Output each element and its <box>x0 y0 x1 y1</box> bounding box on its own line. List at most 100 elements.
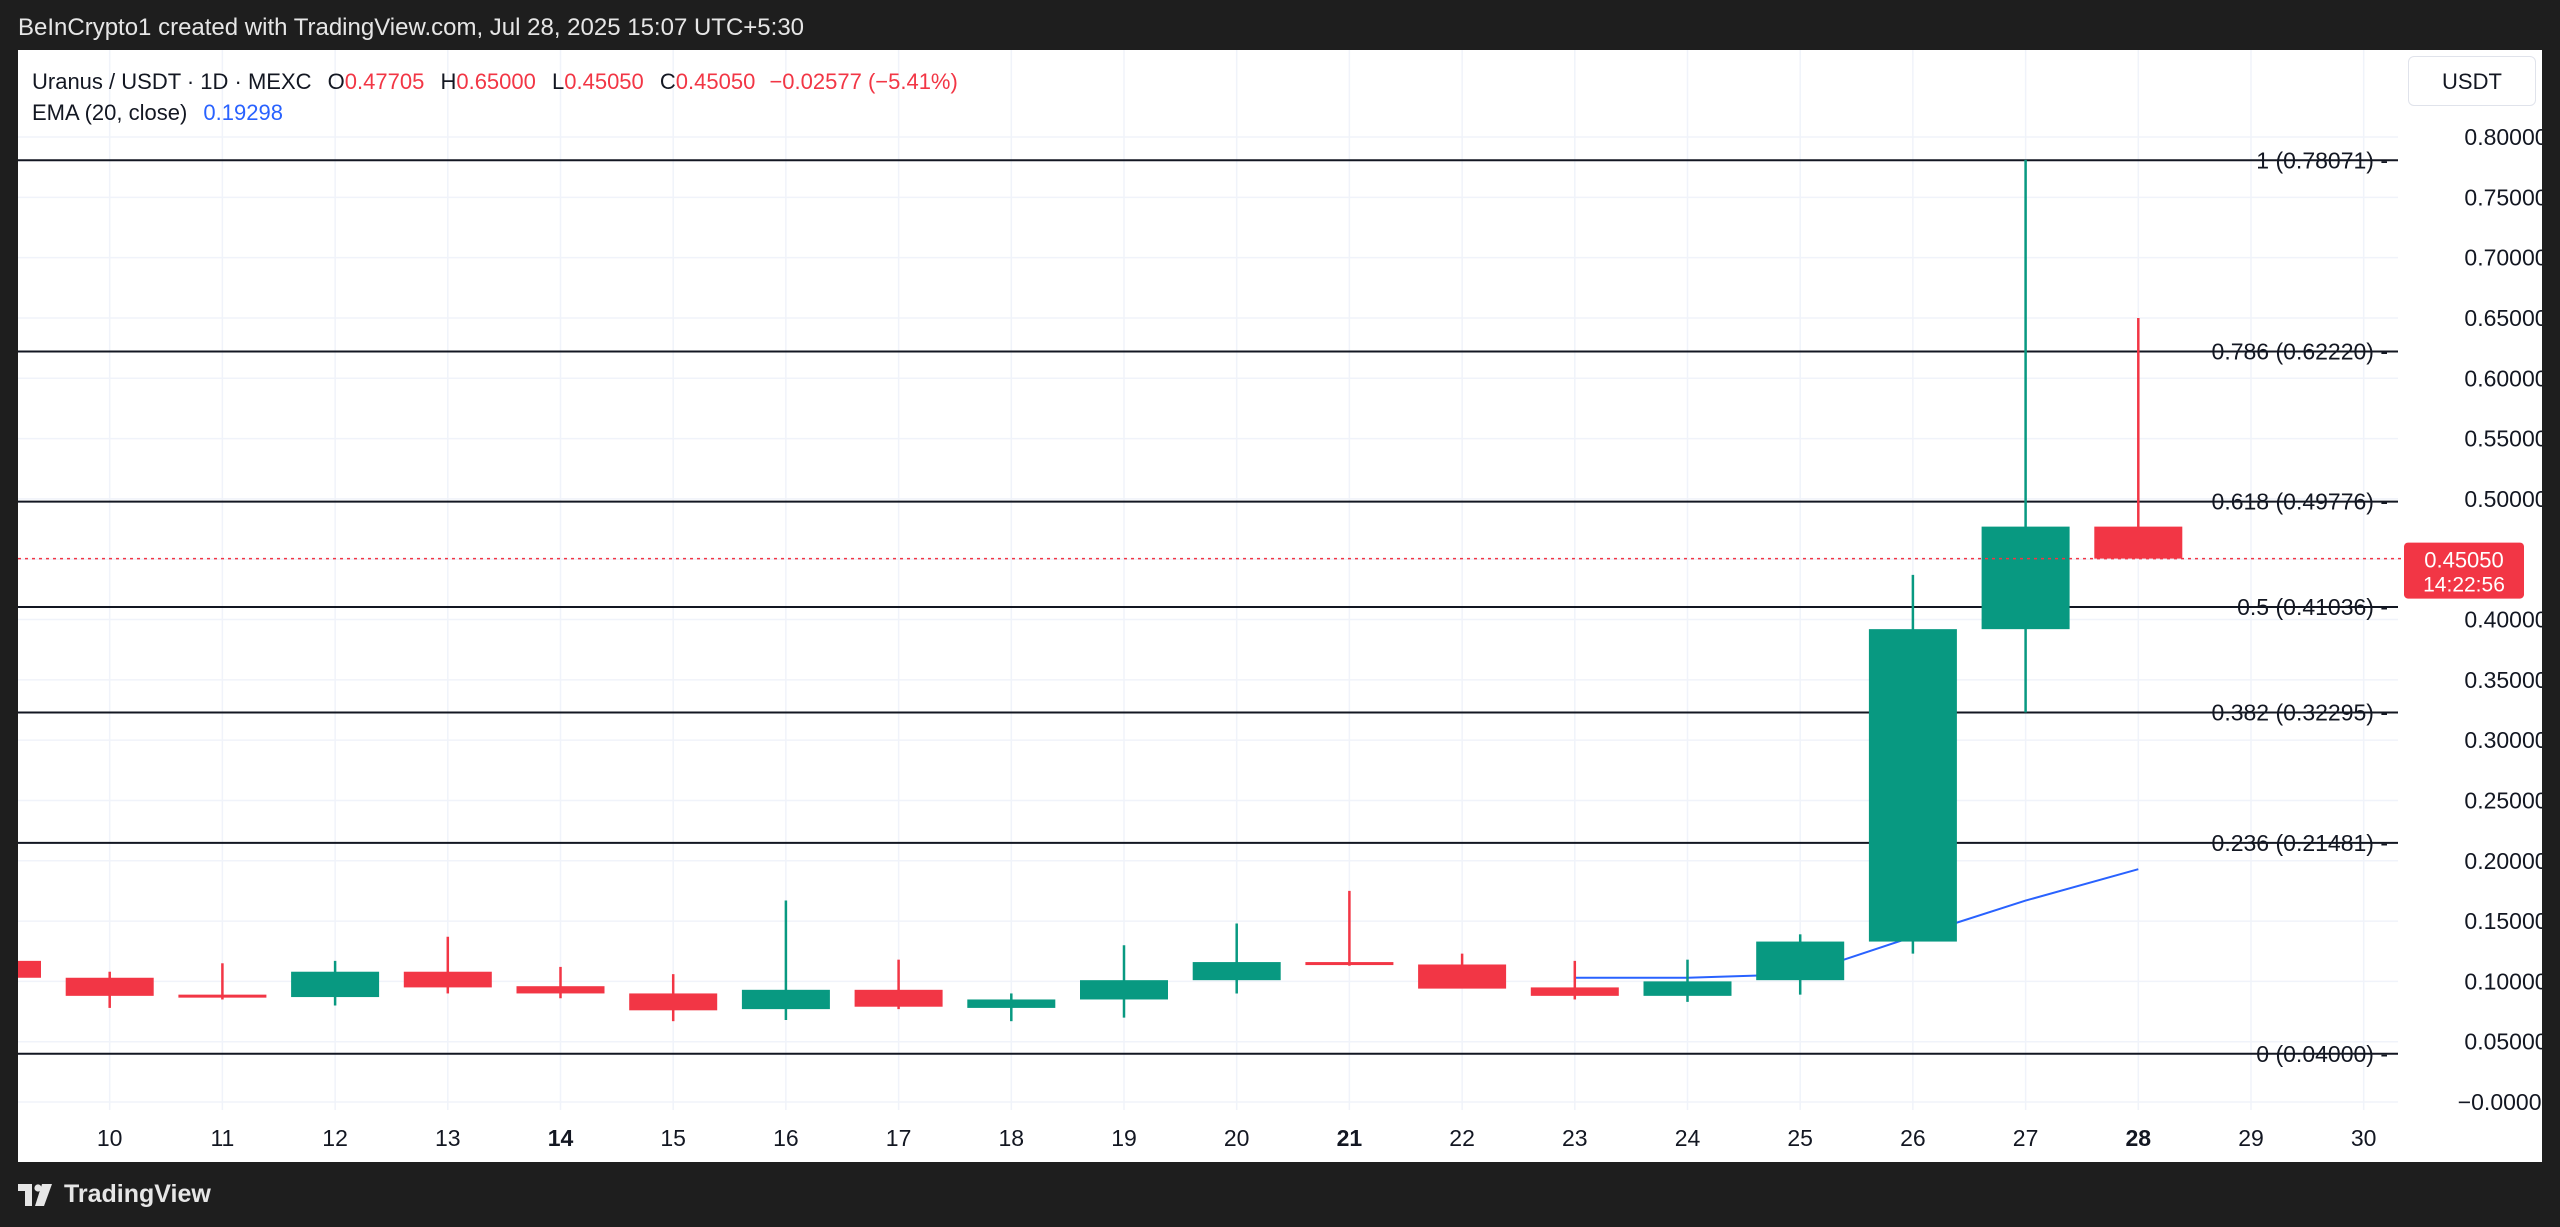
x-tick-label: 27 <box>2013 1125 2039 1151</box>
ema-layer <box>1574 868 2139 979</box>
y-tick-label: 0.15000 <box>2464 908 2542 934</box>
candle-body <box>1643 981 1732 996</box>
x-tick-label: 16 <box>773 1125 799 1151</box>
x-tick-label: 10 <box>97 1125 123 1151</box>
y-tick-label: 0.30000 <box>2464 727 2542 753</box>
candle <box>516 966 605 999</box>
grid-lines <box>18 50 2398 1110</box>
currency-button[interactable]: USDT <box>2408 56 2536 106</box>
y-axis: 0.80000 0.75000 0.70000 0.65000 0.60000 0.550… <box>2458 124 2542 1115</box>
fib-levels: 1 (0.78071) - 0.786 (0.62220) - 0.618 (0.4… <box>18 147 2398 1067</box>
ema-line <box>1574 868 2139 979</box>
candle <box>854 959 943 1010</box>
candle <box>2094 317 2183 559</box>
change-value: −0.02577 (−5.41%) <box>769 69 958 94</box>
chart-credit: BeInCrypto1 created with TradingView.com… <box>18 14 805 41</box>
x-tick-label: 26 <box>1900 1125 1926 1151</box>
y-tick-label: 0.05000 <box>2464 1029 2542 1055</box>
candle <box>291 960 380 1006</box>
candle <box>65 971 154 1008</box>
candle-body <box>1080 980 1168 1000</box>
x-tick-label: 30 <box>2351 1125 2377 1151</box>
high-label: H <box>440 69 457 94</box>
x-tick-label: 28 <box>2126 1125 2152 1151</box>
ema-value: 0.19298 <box>203 100 283 125</box>
high-value: 0.65000 <box>456 69 536 94</box>
y-tick-label: 0.10000 <box>2464 968 2542 994</box>
candle-body <box>291 971 380 998</box>
candle <box>967 993 1056 1022</box>
candle-body <box>1305 962 1394 966</box>
candle-body <box>1868 629 1957 942</box>
y-tick-label: 0.25000 <box>2464 787 2542 813</box>
candle-body <box>516 986 605 994</box>
fib-label: 0 (0.04000) - <box>2256 1041 2388 1067</box>
candle-body <box>741 989 830 1010</box>
candle-body <box>2094 526 2183 559</box>
candle <box>1418 953 1507 989</box>
y-tick-label: 0.40000 <box>2464 607 2542 633</box>
candle <box>1192 923 1281 994</box>
fib-label: 0.5 (0.41036) - <box>2237 594 2388 620</box>
candle-body <box>178 994 267 998</box>
ema-label[interactable]: EMA (20, close) <box>32 100 188 125</box>
tradingview-brand[interactable]: TradingView <box>18 1180 211 1209</box>
x-tick-label: 25 <box>1787 1125 1813 1151</box>
candle-body <box>403 971 492 988</box>
x-tick-label: 23 <box>1562 1125 1588 1151</box>
low-value: 0.45050 <box>564 69 644 94</box>
y-tick-label: 0.20000 <box>2464 848 2542 874</box>
low-label: L <box>552 69 565 94</box>
candle <box>1305 890 1394 966</box>
candle-body <box>629 993 718 1011</box>
candle-body <box>18 960 41 978</box>
candle-body <box>967 999 1056 1008</box>
brand-name: TradingView <box>64 1180 211 1208</box>
last-price-countdown: 14:22:56 <box>2423 574 2505 597</box>
x-tick-label: 24 <box>1675 1125 1701 1151</box>
candle-body <box>1192 962 1281 981</box>
open-label: O <box>327 69 345 94</box>
candle <box>1756 934 1845 995</box>
chart-legend: Uranus / USDT · 1D · MEXC O0.47705 H0.65… <box>32 66 958 128</box>
x-tick-label: 17 <box>886 1125 912 1151</box>
x-tick-label: 19 <box>1111 1125 1137 1151</box>
fib-label: 0.786 (0.62220) - <box>2212 338 2388 364</box>
x-axis: 9101112131415161718192021222324252627282… <box>97 1125 2377 1151</box>
ema-row: EMA (20, close) 0.19298 <box>32 97 958 128</box>
candle <box>1080 945 1168 1018</box>
y-tick-label: 0.55000 <box>2464 426 2542 452</box>
candle <box>741 900 830 1020</box>
y-tick-label: 0.70000 <box>2464 245 2542 271</box>
x-tick-label: 20 <box>1224 1125 1250 1151</box>
top-bar: BeInCrypto1 created with TradingView.com… <box>0 0 2560 50</box>
x-tick-label: 18 <box>999 1125 1025 1151</box>
chart-panel[interactable]: 1 (0.78071) - 0.786 (0.62220) - 0.618 (0.4… <box>18 50 2542 1162</box>
ohlc-row: Uranus / USDT · 1D · MEXC O0.47705 H0.65… <box>32 66 958 97</box>
y-tick-label: 0.65000 <box>2464 305 2542 331</box>
bottom-bar: TradingView <box>0 1162 2560 1227</box>
candle <box>178 963 267 1000</box>
close-label: C <box>659 69 676 94</box>
x-tick-label: 29 <box>2238 1125 2264 1151</box>
candle <box>1868 574 1957 954</box>
x-tick-label: 14 <box>548 1125 574 1151</box>
candle-body <box>1418 964 1507 989</box>
y-tick-label: 0.60000 <box>2464 365 2542 391</box>
x-tick-label: 11 <box>210 1125 234 1151</box>
symbol-title[interactable]: Uranus / USDT · 1D · MEXC <box>32 69 312 94</box>
candle-body <box>854 989 943 1007</box>
candle <box>403 936 492 994</box>
candlestick-chart[interactable]: 1 (0.78071) - 0.786 (0.62220) - 0.618 (0.4… <box>18 50 2542 1162</box>
candle <box>1981 159 2070 713</box>
tradingview-logo-icon <box>18 1183 52 1206</box>
x-tick-label: 12 <box>322 1125 348 1151</box>
x-tick-label: 13 <box>435 1125 461 1151</box>
close-value: 0.45050 <box>675 69 756 94</box>
candle-body <box>1981 526 2070 630</box>
candle <box>1643 959 1732 1002</box>
fib-label: 0.236 (0.21481) - <box>2212 830 2388 856</box>
candle-body <box>1756 941 1845 981</box>
